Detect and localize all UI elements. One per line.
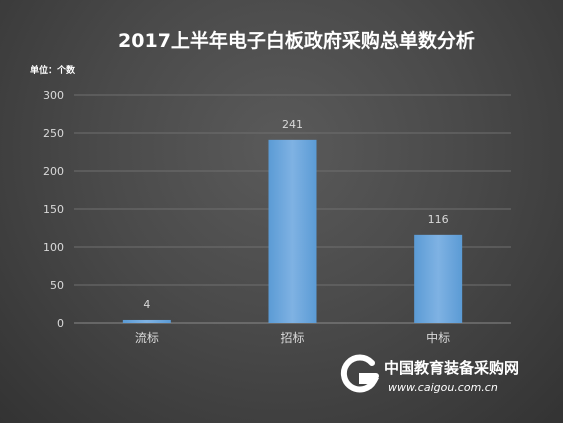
unit-label: 单位：个数 xyxy=(30,66,76,76)
y-tick-label: 150 xyxy=(43,203,64,216)
watermark-name: 中国教育装备采购网 xyxy=(384,359,520,377)
y-axis-ticks: 0 50 100 150 200 250 300 xyxy=(43,89,64,330)
y-tick-label: 250 xyxy=(43,127,64,140)
chart-title: 2017上半年电子白板政府采购总单数分析 xyxy=(118,30,475,52)
bar xyxy=(122,319,171,323)
y-tick-label: 200 xyxy=(43,165,64,178)
x-tick-label: 流标 xyxy=(135,331,159,345)
bar xyxy=(268,139,317,323)
data-label: 4 xyxy=(143,298,150,311)
watermark: 中国教育装备采购网 www.caigou.com.cn xyxy=(336,351,536,411)
bar xyxy=(414,234,463,323)
x-tick-label: 招标 xyxy=(280,331,304,345)
x-axis-labels: 流标 招标 中标 xyxy=(135,330,450,345)
data-label: 241 xyxy=(282,118,303,131)
y-tick-label: 0 xyxy=(57,317,64,330)
caigou-logo-icon xyxy=(340,354,380,393)
bars xyxy=(122,139,463,323)
data-label: 116 xyxy=(428,213,449,226)
y-tick-label: 100 xyxy=(43,241,64,254)
data-labels: 4 241 116 xyxy=(143,118,448,311)
watermark-url: www.caigou.com.cn xyxy=(388,381,498,394)
y-tick-label: 300 xyxy=(43,89,64,102)
y-tick-label: 50 xyxy=(50,279,64,292)
x-tick-label: 中标 xyxy=(426,330,450,345)
